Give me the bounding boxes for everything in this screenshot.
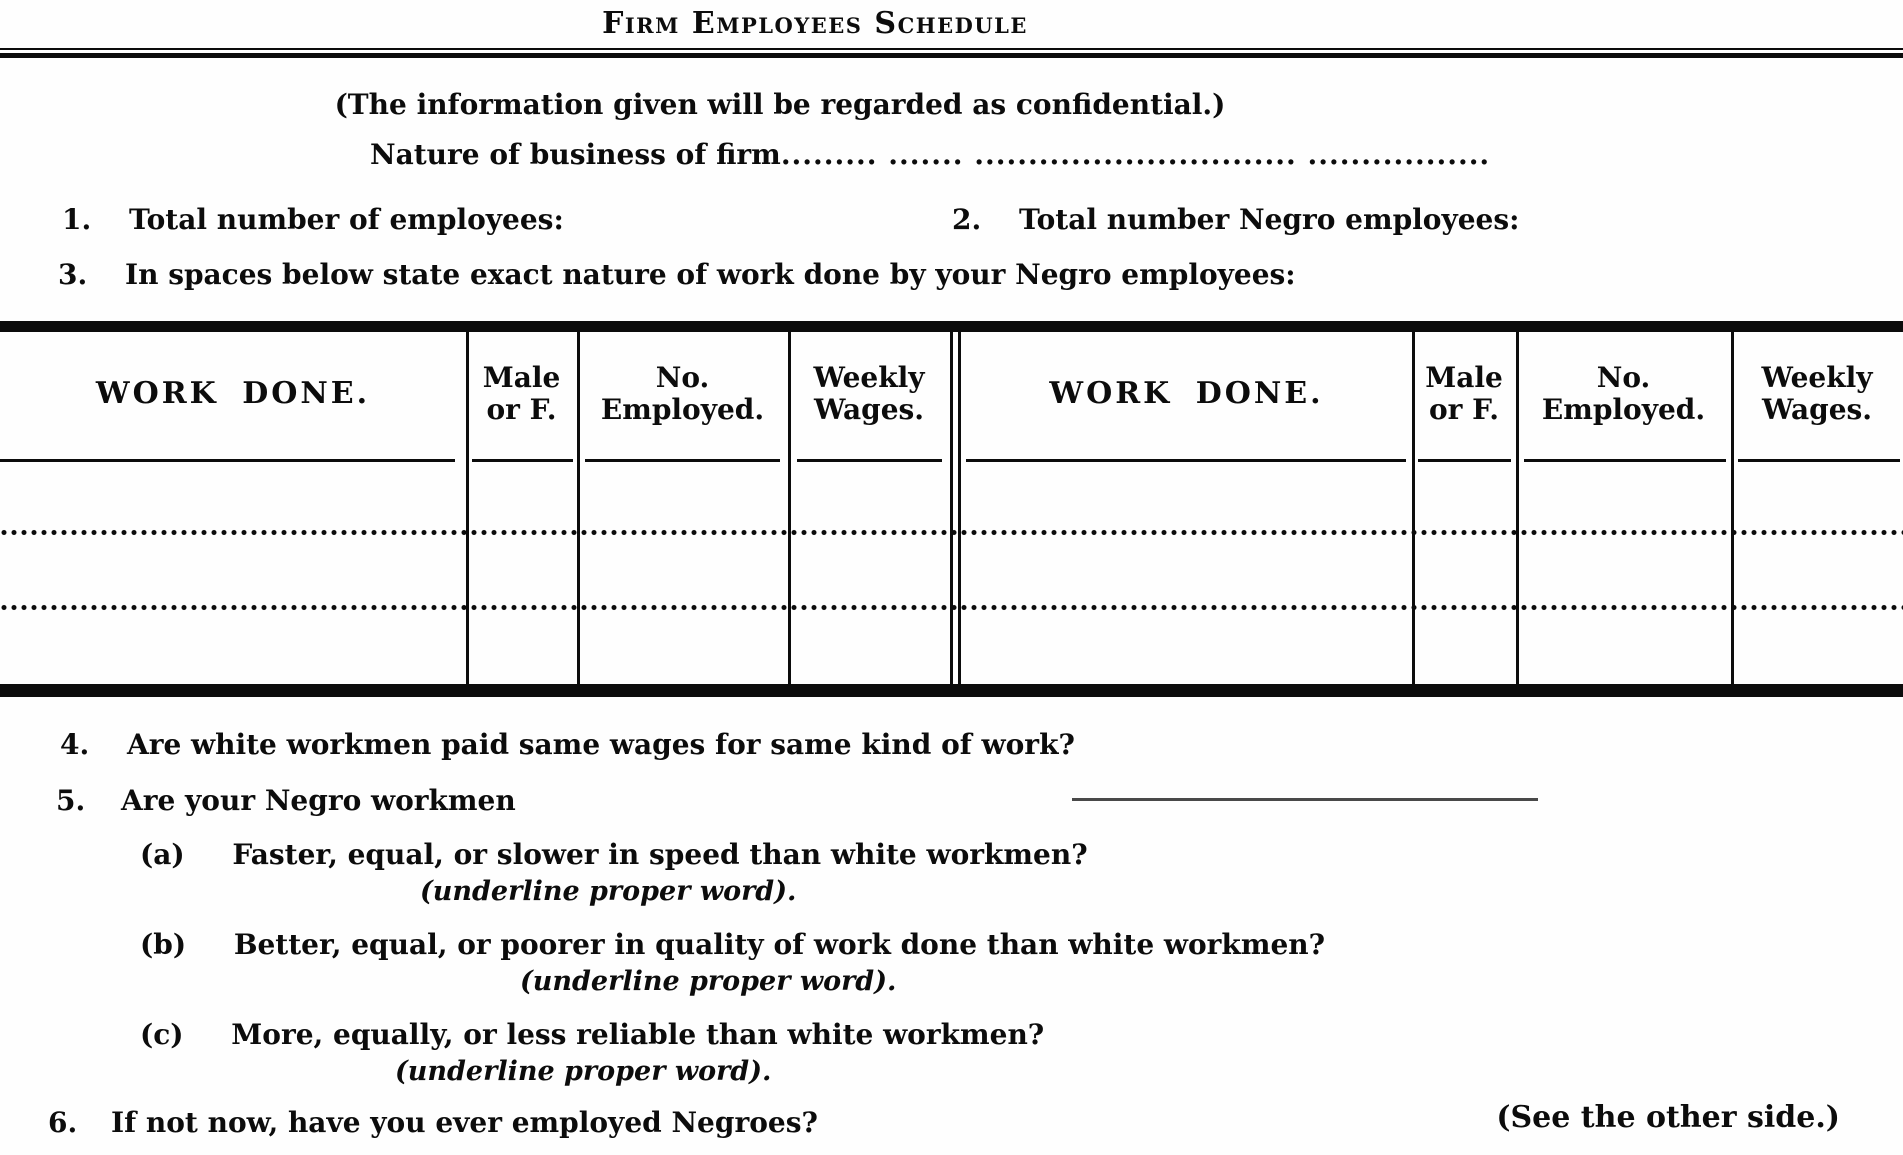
question-5-text: Are your Negro workmen (120, 784, 516, 817)
column-header-label: Weekly (813, 360, 925, 394)
question-5a: (a) Faster, equal, or slower in speed th… (140, 838, 1088, 871)
table-column-rule (1516, 332, 1519, 684)
column-header-label: Employed. (600, 393, 765, 426)
table-column-rule (1412, 332, 1415, 684)
column-header-label: or F. (1429, 393, 1499, 426)
header-underline (1418, 459, 1511, 462)
column-header-label: or F. (486, 393, 557, 426)
question-1-text: Total number of employees: (128, 203, 564, 236)
question-5b-letter: (b) (140, 928, 187, 961)
question-5b: (b) Better, equal, or poorer in quality … (140, 928, 1325, 961)
column-header-label: Wages. (813, 393, 925, 426)
table-column-rule (1731, 332, 1734, 684)
question-5c-note: (underline proper word). (395, 1056, 772, 1087)
question-6-text: If not now, have you ever employed Negro… (110, 1106, 818, 1139)
question-1: 1. Total number of employees: (62, 203, 564, 236)
answer-line-q5 (1072, 798, 1538, 801)
column-header-work-done-right: WORK DONE. (961, 336, 1412, 452)
column-header-weekly-wages-left: Weekly Wages. (788, 336, 950, 452)
confidential-note: (The information given will be regarded … (334, 88, 1226, 121)
question-5c-text: More, equally, or less reliable than whi… (231, 1018, 1045, 1051)
table-column-rule (466, 332, 469, 684)
column-header-label: Employed. (1541, 393, 1706, 426)
question-5c-letter: (c) (140, 1018, 184, 1051)
column-header-label: WORK DONE. (1049, 375, 1324, 411)
question-4-text: Are white workmen paid same wages for sa… (126, 728, 1075, 761)
top-divider (0, 48, 1903, 58)
column-header-no-employed-right: No. Employed. (1516, 336, 1731, 452)
table-column-rule (788, 332, 791, 684)
column-header-label: Wages. (1761, 393, 1873, 426)
question-3-text: In spaces below state exact nature of wo… (124, 258, 1296, 291)
nature-of-business-field[interactable]: ......... ....... ......................… (780, 138, 1491, 171)
column-header-weekly-wages-right: Weekly Wages. (1731, 336, 1903, 452)
question-4: 4. Are white workmen paid same wages for… (60, 728, 1075, 761)
nature-of-business-label: Nature of business of firm (370, 138, 781, 171)
column-header-work-done-left: WORK DONE. (0, 336, 466, 452)
column-header-label: Male (482, 360, 561, 394)
question-5c: (c) More, equally, or less reliable than… (140, 1018, 1044, 1051)
question-2-text: Total number Negro employees: (1018, 203, 1520, 236)
question-6: 6. If not now, have you ever employed Ne… (48, 1106, 818, 1139)
question-5a-note: (underline proper word). (420, 876, 797, 907)
table-center-rule (950, 332, 953, 684)
column-header-no-employed-left: No. Employed. (577, 336, 788, 452)
page-title: Firm Employees Schedule (602, 6, 1028, 41)
question-3: 3. In spaces below state exact nature of… (58, 258, 1296, 291)
question-5b-note: (underline proper word). (520, 966, 897, 997)
column-header-label: Weekly (1761, 360, 1873, 394)
table-top-border (0, 321, 1903, 332)
table-column-rule (577, 332, 580, 684)
see-other-side-note: (See the other side.) (1496, 1100, 1840, 1135)
nature-of-business-row: Nature of business of firm......... ....… (370, 138, 1490, 171)
column-header-label: No. (1596, 360, 1651, 394)
table-bottom-border (0, 684, 1903, 697)
table-center-rule (958, 332, 961, 684)
header-underline (1524, 459, 1726, 462)
question-5b-text: Better, equal, or poorer in quality of w… (233, 928, 1326, 961)
question-2-number: 2. (952, 203, 982, 236)
question-5: 5. Are your Negro workmen (56, 784, 516, 817)
column-header-label: No. (655, 360, 710, 394)
question-3-number: 3. (58, 258, 88, 291)
column-header-sex-left: Male or F. (466, 336, 577, 452)
column-header-sex-right: Male or F. (1412, 336, 1516, 452)
question-5a-letter: (a) (140, 838, 185, 871)
header-underline (585, 459, 780, 462)
header-underline (0, 459, 455, 462)
question-1-number: 1. (62, 203, 92, 236)
header-underline (472, 459, 573, 462)
column-header-label: Male (1425, 360, 1503, 394)
question-2: 2. Total number Negro employees: (952, 203, 1519, 236)
column-header-label: WORK DONE. (95, 375, 371, 411)
question-6-number: 6. (48, 1106, 78, 1139)
header-underline (966, 459, 1406, 462)
question-5a-text: Faster, equal, or slower in speed than w… (232, 838, 1088, 871)
question-4-number: 4. (60, 728, 90, 761)
header-underline (1738, 459, 1900, 462)
header-underline (797, 459, 942, 462)
question-5-number: 5. (56, 784, 86, 817)
